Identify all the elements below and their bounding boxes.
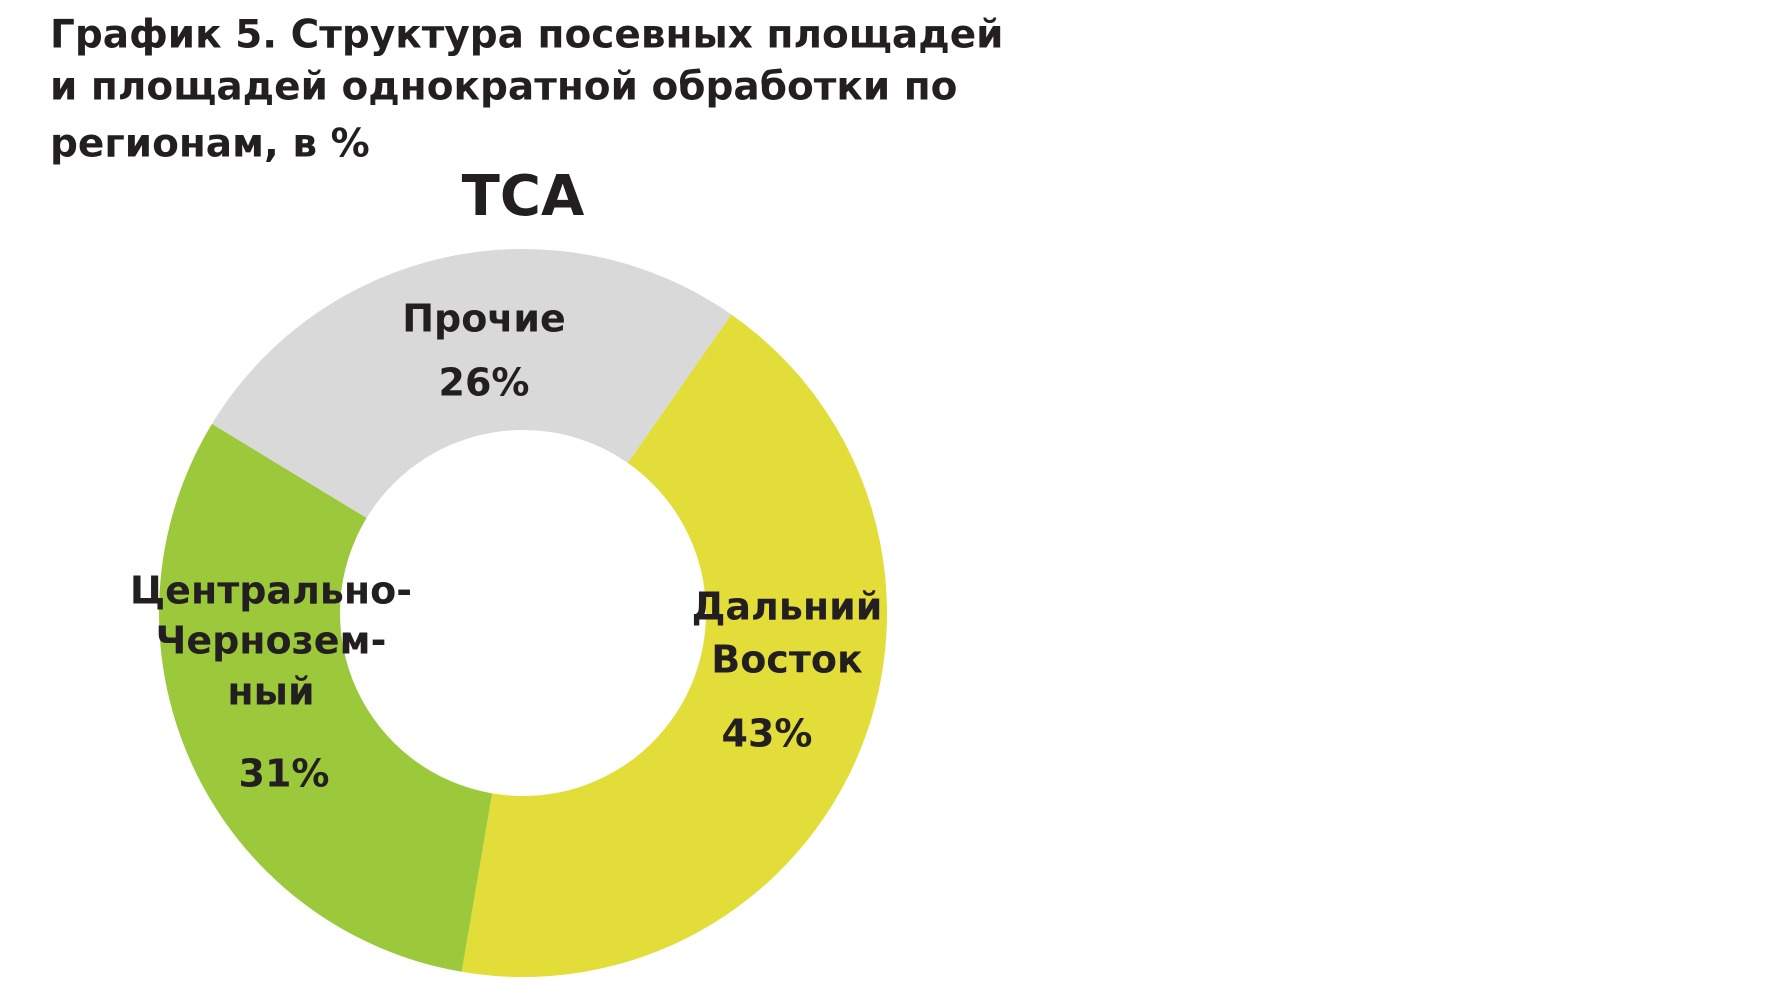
donut-slice — [461, 314, 888, 977]
slice-label: Прочие — [402, 297, 566, 341]
chart-subtitle: ТСА — [462, 164, 585, 229]
slice-label: ный — [227, 670, 314, 714]
slice-label: Чернозем- — [156, 619, 387, 663]
slice-label: Восток — [711, 638, 863, 682]
donut-slice — [211, 249, 732, 518]
slice-label: Дальний — [692, 585, 883, 629]
value-label: 26% — [439, 361, 530, 405]
chart-title: График 5. Структура посевных площадей — [50, 13, 1004, 58]
slice-label: Центрально- — [130, 569, 412, 613]
value-label: 43% — [722, 712, 813, 756]
chart-title: и площадей однократной обработки по — [50, 65, 957, 110]
value-label: 31% — [239, 752, 330, 796]
chart-title: регионам, в % — [50, 122, 370, 167]
donut-slice — [158, 423, 493, 972]
